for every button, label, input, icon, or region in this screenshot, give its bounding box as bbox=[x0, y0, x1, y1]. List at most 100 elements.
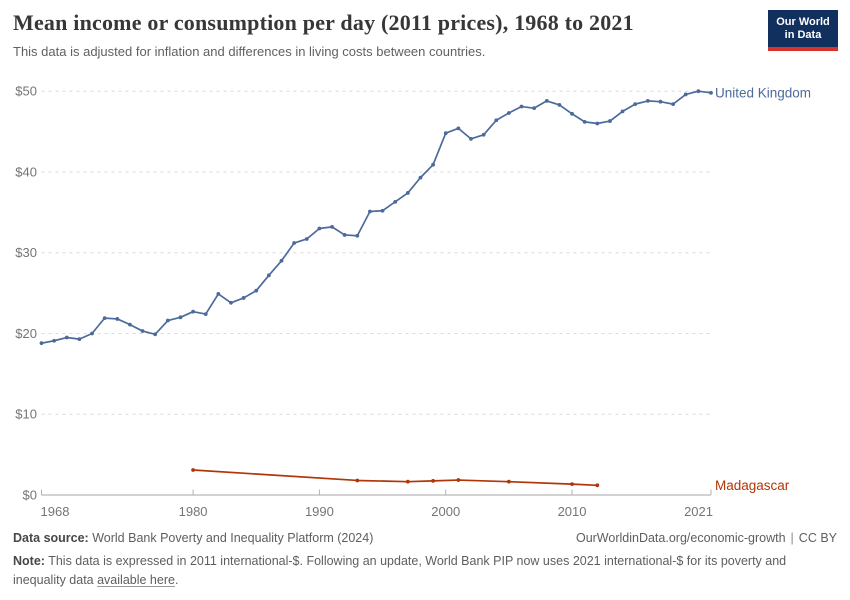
data-point bbox=[418, 175, 423, 180]
series-madagascar: Madagascar bbox=[191, 468, 790, 493]
data-point bbox=[456, 126, 461, 131]
y-tick-label: $10 bbox=[15, 407, 37, 422]
chart-footer: Data source: World Bank Poverty and Ineq… bbox=[13, 531, 837, 590]
data-point bbox=[64, 335, 69, 340]
x-tick-label: 1990 bbox=[305, 504, 334, 519]
data-point bbox=[279, 258, 284, 263]
data-source-value: World Bank Poverty and Inequality Platfo… bbox=[92, 531, 374, 545]
series-label-madagascar: Madagascar bbox=[715, 478, 790, 493]
data-point bbox=[405, 479, 410, 484]
y-tick-label: $30 bbox=[15, 245, 37, 260]
data-point bbox=[380, 208, 385, 213]
data-point bbox=[431, 162, 435, 167]
data-source-label: Data source: bbox=[13, 531, 89, 545]
data-point bbox=[191, 309, 195, 314]
data-point bbox=[431, 478, 435, 483]
data-point bbox=[506, 479, 511, 484]
data-point bbox=[115, 317, 120, 321]
data-point bbox=[633, 102, 638, 107]
data-point bbox=[506, 111, 511, 115]
x-tick-label: 1980 bbox=[179, 504, 208, 519]
data-point bbox=[317, 226, 322, 231]
series-line-madagascar bbox=[192, 469, 599, 487]
x-tick-label: 2000 bbox=[431, 504, 460, 519]
chart-subtitle: This data is adjusted for inflation and … bbox=[13, 44, 486, 59]
y-tick-label: $0 bbox=[23, 488, 37, 503]
attribution-url: OurWorldinData.org/economic-growth bbox=[575, 531, 786, 545]
owid-logo-line2: in Data bbox=[784, 29, 822, 41]
data-point bbox=[330, 224, 334, 229]
data-point bbox=[140, 329, 145, 333]
note: Note: This data is expressed in 2011 int… bbox=[13, 552, 837, 590]
data-point bbox=[671, 102, 676, 107]
data-point bbox=[191, 468, 195, 472]
data-point bbox=[266, 273, 271, 278]
data-point bbox=[254, 288, 259, 293]
data-point bbox=[229, 300, 233, 305]
note-label: Note: bbox=[13, 554, 45, 568]
data-point bbox=[102, 316, 107, 321]
data-point bbox=[153, 332, 158, 337]
data-point bbox=[128, 322, 132, 327]
data-point bbox=[203, 312, 208, 316]
data-point bbox=[77, 337, 82, 342]
data-point bbox=[595, 121, 600, 126]
data-point bbox=[658, 99, 663, 104]
data-point bbox=[355, 478, 360, 483]
data-point bbox=[178, 315, 183, 320]
chart-header: Mean income or consumption per day (2011… bbox=[13, 10, 753, 59]
x-tick-label: 2010 bbox=[558, 504, 587, 519]
data-point bbox=[683, 92, 688, 97]
series-united-kingdom: United Kingdom bbox=[39, 85, 811, 346]
data-point bbox=[481, 132, 486, 137]
attribution-separator: | bbox=[790, 531, 794, 545]
data-point bbox=[494, 118, 499, 123]
data-point bbox=[595, 483, 600, 488]
data-source: Data source: World Bank Poverty and Ineq… bbox=[13, 531, 373, 545]
data-point bbox=[532, 106, 537, 111]
data-point bbox=[456, 478, 461, 482]
data-point bbox=[582, 119, 587, 124]
data-point bbox=[645, 98, 650, 103]
data-point bbox=[620, 109, 625, 114]
data-point bbox=[519, 104, 524, 109]
x-tick-label: 2021 bbox=[684, 504, 713, 519]
data-point bbox=[393, 199, 398, 204]
data-point bbox=[241, 296, 246, 300]
data-point bbox=[368, 209, 372, 214]
y-tick-label: $40 bbox=[15, 164, 37, 179]
chart-svg: $0 $10 $20 $30 $40 $50 1968 1980 1990 2000 2010 202… bbox=[15, 84, 811, 519]
available-here-link[interactable]: available here bbox=[97, 572, 175, 587]
data-point bbox=[165, 318, 170, 323]
source-row: Data source: World Bank Poverty and Ineq… bbox=[13, 531, 837, 545]
series-label-united-kingdom: United Kingdom bbox=[715, 85, 811, 100]
note-text: This data is expressed in 2011 internati… bbox=[13, 554, 787, 587]
data-point bbox=[52, 338, 57, 343]
license-label: CC BY bbox=[798, 531, 837, 545]
data-point bbox=[304, 237, 309, 241]
data-point bbox=[696, 89, 701, 94]
data-point bbox=[544, 98, 549, 103]
data-point bbox=[469, 136, 473, 141]
chart-title: Mean income or consumption per day (2011… bbox=[13, 10, 634, 35]
data-point bbox=[90, 331, 94, 336]
data-point bbox=[405, 191, 410, 195]
data-point bbox=[342, 233, 347, 237]
owid-logo[interactable]: Our World in Data bbox=[768, 10, 838, 51]
data-point bbox=[608, 119, 612, 123]
note-period: . bbox=[174, 572, 179, 587]
data-point bbox=[39, 341, 44, 346]
data-point bbox=[292, 241, 297, 245]
data-point bbox=[216, 292, 221, 296]
owid-logo-line1: Our World bbox=[776, 16, 830, 28]
series-line-united-kingdom bbox=[40, 90, 712, 345]
data-point bbox=[709, 90, 713, 95]
data-point bbox=[570, 482, 574, 486]
y-tick-label: $20 bbox=[15, 326, 37, 341]
x-tick-label: 1968 bbox=[41, 504, 70, 519]
data-point bbox=[570, 111, 574, 116]
attribution: OurWorldinData.org/economic-growth | CC BY bbox=[576, 531, 837, 545]
data-point bbox=[443, 131, 448, 136]
y-tick-label: $50 bbox=[15, 84, 37, 99]
